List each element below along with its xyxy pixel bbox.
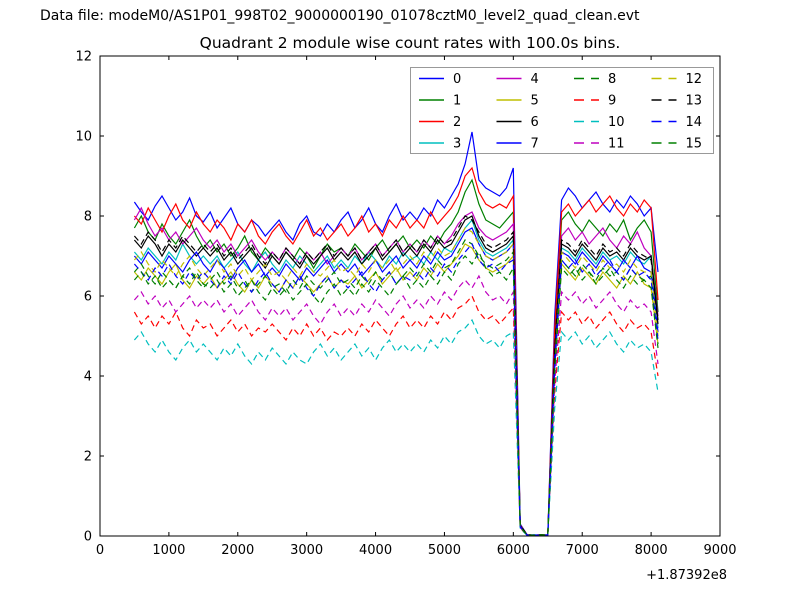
legend-entry-7: 7 [496, 137, 539, 152]
legend-box [410, 67, 714, 154]
series-line-1 [133, 178, 659, 536]
series-line-14 [133, 242, 659, 536]
legend-entry-3: 3 [419, 137, 461, 152]
x-tick-label: 8000 [635, 543, 668, 558]
y-tick-label: 6 [84, 290, 92, 305]
legend-entry-0: 0 [419, 72, 461, 87]
legend-entry-1: 1 [419, 94, 461, 109]
y-tick-label: 0 [84, 530, 92, 545]
legend-label: 10 [608, 115, 625, 130]
legend-entry-15: 15 [651, 137, 703, 152]
legend-entry-5: 5 [496, 94, 539, 109]
x-tick-label: 9000 [703, 543, 736, 558]
legend-label: 12 [686, 72, 703, 87]
y-tick-label: 4 [84, 370, 92, 385]
legend-label: 4 [531, 72, 539, 87]
legend-entry-9: 9 [574, 94, 616, 109]
legend-entry-10: 10 [574, 115, 625, 130]
series-line-3 [133, 218, 659, 536]
x-tick-label: 4000 [359, 543, 392, 558]
legend-label: 9 [608, 94, 616, 109]
legend-label: 2 [453, 115, 461, 130]
x-tick-label: 3000 [290, 543, 323, 558]
legend-label: 6 [531, 115, 539, 130]
y-tick-label: 8 [84, 210, 92, 225]
legend-label: 7 [531, 137, 539, 152]
x-tick-label: 0 [96, 543, 104, 558]
x-tick-label: 1000 [152, 543, 185, 558]
legend-label: 0 [453, 72, 461, 87]
legend-label: 1 [453, 94, 461, 109]
legend-label: 11 [608, 137, 625, 152]
series-line-11 [133, 274, 659, 536]
data-file-label: Data file: modeM0/AS1P01_998T02_90000001… [40, 8, 640, 24]
legend-label: 14 [686, 115, 703, 130]
legend-entry-4: 4 [496, 72, 539, 87]
legend-label: 13 [686, 94, 703, 109]
y-tick-label: 10 [75, 130, 92, 145]
legend-label: 15 [686, 137, 703, 152]
series-line-0 [133, 131, 659, 536]
series-line-15 [133, 250, 659, 536]
legend-entry-6: 6 [496, 115, 539, 130]
x-tick-label: 7000 [566, 543, 599, 558]
series-line-7 [133, 227, 659, 536]
legend-label: 8 [608, 72, 616, 87]
series-line-5 [133, 243, 659, 536]
legend-label: 5 [531, 94, 539, 109]
series-line-10 [133, 318, 659, 536]
legend-entry-2: 2 [419, 115, 461, 130]
x-tick-label: 6000 [497, 543, 530, 558]
y-tick-label: 12 [75, 50, 92, 65]
x-axis-offset-label: +1.87392e8 [646, 568, 727, 583]
legend-entry-14: 14 [651, 115, 703, 130]
x-tick-label: 2000 [221, 543, 254, 558]
chart-title: Quadrant 2 module wise count rates with … [200, 34, 621, 52]
legend-entry-12: 12 [651, 72, 703, 87]
legend-entry-11: 11 [574, 137, 625, 152]
series-line-2 [133, 166, 659, 536]
series-line-6 [133, 215, 659, 536]
y-tick-label: 2 [84, 450, 92, 465]
series-line-9 [133, 294, 659, 536]
legend-label: 3 [453, 137, 461, 152]
legend-entry-13: 13 [651, 94, 703, 109]
x-tick-label: 5000 [428, 543, 461, 558]
series-line-13 [133, 215, 659, 536]
legend-entry-8: 8 [574, 72, 616, 87]
